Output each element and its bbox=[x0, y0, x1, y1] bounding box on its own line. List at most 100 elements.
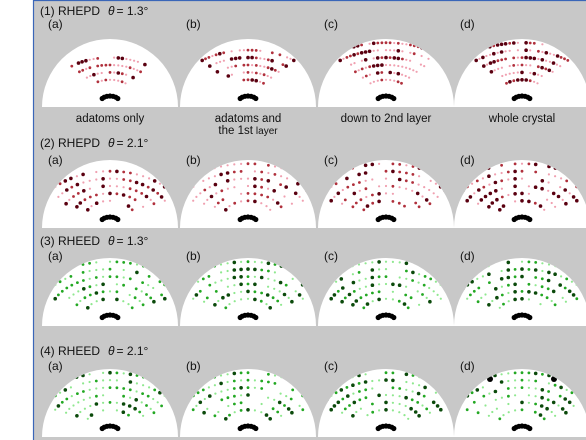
spot bbox=[539, 204, 543, 208]
spot bbox=[268, 417, 272, 421]
spot bbox=[253, 268, 257, 272]
spot bbox=[77, 61, 81, 65]
spot bbox=[283, 195, 285, 197]
spot bbox=[259, 57, 261, 59]
spot bbox=[70, 386, 72, 388]
spot bbox=[122, 171, 125, 174]
spot bbox=[537, 65, 540, 68]
spot bbox=[89, 66, 92, 69]
spot bbox=[108, 192, 112, 196]
spot bbox=[253, 283, 257, 287]
spot bbox=[377, 298, 381, 302]
spot bbox=[356, 52, 359, 55]
spot bbox=[290, 300, 294, 304]
spot bbox=[534, 261, 537, 264]
spot bbox=[117, 64, 119, 66]
spot bbox=[556, 64, 558, 66]
spot bbox=[494, 287, 498, 291]
spot bbox=[477, 411, 480, 414]
spot bbox=[240, 200, 242, 202]
spot bbox=[136, 173, 138, 175]
spot bbox=[527, 96, 532, 101]
spot bbox=[521, 170, 524, 173]
spot bbox=[369, 43, 371, 45]
spot bbox=[559, 186, 561, 188]
spot bbox=[116, 261, 119, 264]
spot bbox=[418, 304, 420, 306]
spot bbox=[486, 64, 488, 66]
spot bbox=[267, 397, 269, 399]
spot bbox=[476, 180, 479, 183]
spot bbox=[365, 75, 368, 78]
spot bbox=[548, 181, 550, 183]
spot bbox=[253, 177, 257, 181]
spot bbox=[482, 64, 486, 68]
spot bbox=[247, 162, 250, 165]
spot bbox=[540, 187, 544, 191]
spot bbox=[520, 78, 524, 82]
spot bbox=[215, 192, 217, 194]
spot bbox=[95, 276, 98, 279]
spot bbox=[82, 382, 84, 384]
spot bbox=[534, 202, 537, 205]
spot bbox=[221, 296, 225, 300]
spot bbox=[361, 68, 364, 71]
spot bbox=[494, 173, 496, 175]
spot bbox=[514, 275, 517, 278]
spot bbox=[411, 271, 415, 275]
spot bbox=[113, 79, 115, 81]
spot bbox=[514, 409, 516, 411]
spot bbox=[401, 43, 403, 45]
spot bbox=[134, 398, 138, 402]
spot bbox=[204, 398, 206, 400]
spot bbox=[234, 65, 237, 68]
spot bbox=[79, 411, 81, 413]
spot bbox=[557, 195, 561, 199]
spot bbox=[358, 398, 361, 401]
spot bbox=[267, 381, 270, 384]
spot bbox=[341, 286, 345, 290]
spot bbox=[246, 267, 250, 271]
spot bbox=[116, 379, 118, 381]
spot bbox=[341, 203, 343, 205]
spot bbox=[136, 390, 138, 392]
spot bbox=[93, 58, 95, 60]
spot bbox=[537, 74, 539, 76]
spot bbox=[254, 170, 256, 172]
spot bbox=[365, 187, 368, 190]
spot bbox=[521, 261, 523, 263]
spot bbox=[344, 199, 347, 202]
spot bbox=[153, 202, 156, 205]
spot bbox=[492, 60, 496, 64]
spot bbox=[529, 79, 532, 82]
spot bbox=[68, 199, 70, 201]
spot bbox=[412, 382, 414, 384]
spot bbox=[427, 58, 429, 60]
spot bbox=[411, 181, 414, 184]
spot bbox=[109, 401, 112, 404]
spot bbox=[89, 389, 91, 391]
spot bbox=[541, 58, 545, 62]
spot bbox=[392, 291, 394, 293]
spot bbox=[385, 261, 387, 263]
spot bbox=[517, 71, 519, 73]
panel-label: (d) bbox=[460, 249, 475, 263]
spot bbox=[535, 284, 537, 286]
spot bbox=[234, 411, 236, 413]
spot bbox=[385, 298, 387, 300]
spot bbox=[362, 306, 365, 309]
spot bbox=[368, 65, 371, 68]
caption: adatoms only bbox=[76, 113, 145, 125]
spot bbox=[495, 198, 499, 202]
spot bbox=[508, 80, 512, 84]
spot bbox=[88, 262, 91, 265]
row-title-angle: = 2.1° bbox=[117, 344, 149, 358]
spot bbox=[135, 189, 138, 192]
spot bbox=[392, 394, 394, 396]
spot bbox=[389, 49, 391, 51]
spot bbox=[117, 71, 121, 75]
spot bbox=[476, 278, 478, 280]
spot bbox=[145, 293, 148, 296]
spot bbox=[86, 306, 90, 310]
spot bbox=[142, 206, 144, 208]
